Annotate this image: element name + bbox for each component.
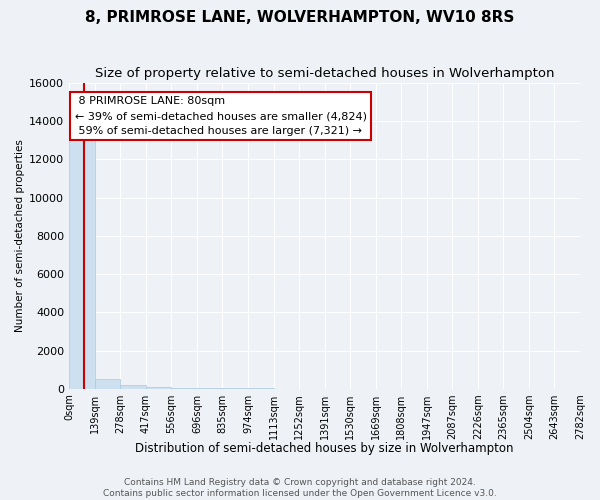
Title: Size of property relative to semi-detached houses in Wolverhampton: Size of property relative to semi-detach… [95,68,554,80]
Bar [146,387,171,388]
Y-axis label: Number of semi-detached properties: Number of semi-detached properties [15,140,25,332]
Text: 8, PRIMROSE LANE, WOLVERHAMPTON, WV10 8RS: 8, PRIMROSE LANE, WOLVERHAMPTON, WV10 8R… [85,10,515,25]
Bar [95,379,120,388]
X-axis label: Distribution of semi-detached houses by size in Wolverhampton: Distribution of semi-detached houses by … [136,442,514,455]
Text: 8 PRIMROSE LANE: 80sqm
← 39% of semi-detached houses are smaller (4,824)
 59% of: 8 PRIMROSE LANE: 80sqm ← 39% of semi-det… [74,96,367,136]
Text: Contains HM Land Registry data © Crown copyright and database right 2024.
Contai: Contains HM Land Registry data © Crown c… [103,478,497,498]
Bar [69,140,95,388]
Bar [120,386,146,388]
